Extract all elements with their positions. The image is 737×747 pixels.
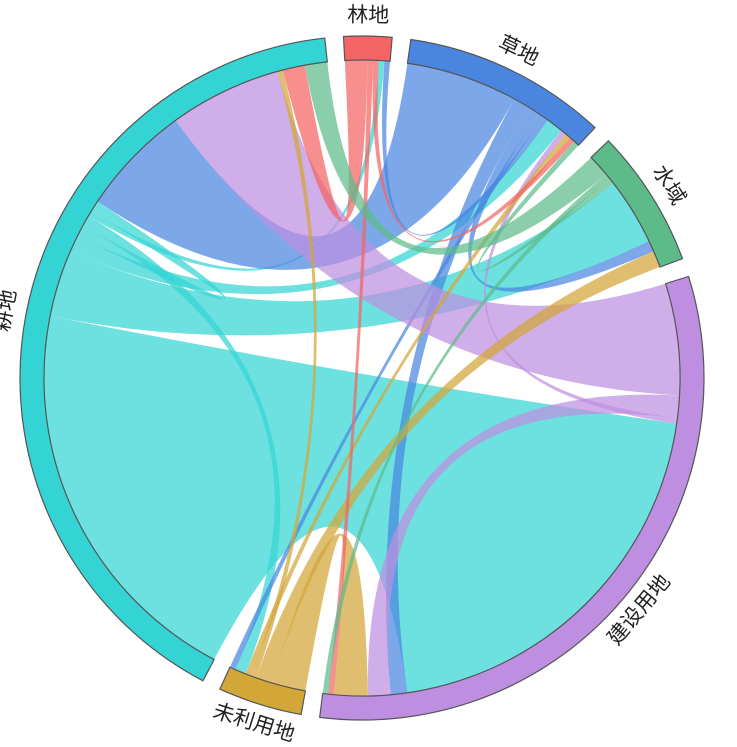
ribbon-linDi-gengDi — [282, 60, 368, 222]
group-label-caoDi: 草地 — [495, 31, 543, 71]
ribbon-weiLiYong-jianShe — [272, 533, 368, 697]
ribbon-gengDi-gengDi — [77, 201, 225, 300]
group-arc-jianShe — [319, 275, 705, 721]
group-arcs — [19, 35, 705, 721]
ribbon-gengDi-weiLiYong — [82, 215, 281, 674]
chord-ribbons — [43, 60, 681, 697]
group-arc-shuiYu — [590, 139, 684, 268]
group-arc-weiLiYong — [219, 666, 307, 716]
group-arc-gengDi — [19, 37, 329, 682]
ribbon-gengDi-shuiYu — [50, 183, 649, 336]
group-arc-caoDi — [406, 38, 596, 147]
ribbon-gengDi-jianShe — [43, 316, 677, 693]
ribbon-caoDi-gengDi — [97, 63, 515, 270]
group-label-linDi: 林地 — [347, 3, 389, 28]
group-arc-linDi — [342, 35, 393, 62]
group-label-gengDi: 耕地 — [0, 288, 21, 334]
ribbon-caoDi-linDi — [382, 60, 548, 236]
ribbon-linDi-jianShe — [328, 60, 374, 695]
ribbon-caoDi-jianShe — [386, 98, 530, 695]
